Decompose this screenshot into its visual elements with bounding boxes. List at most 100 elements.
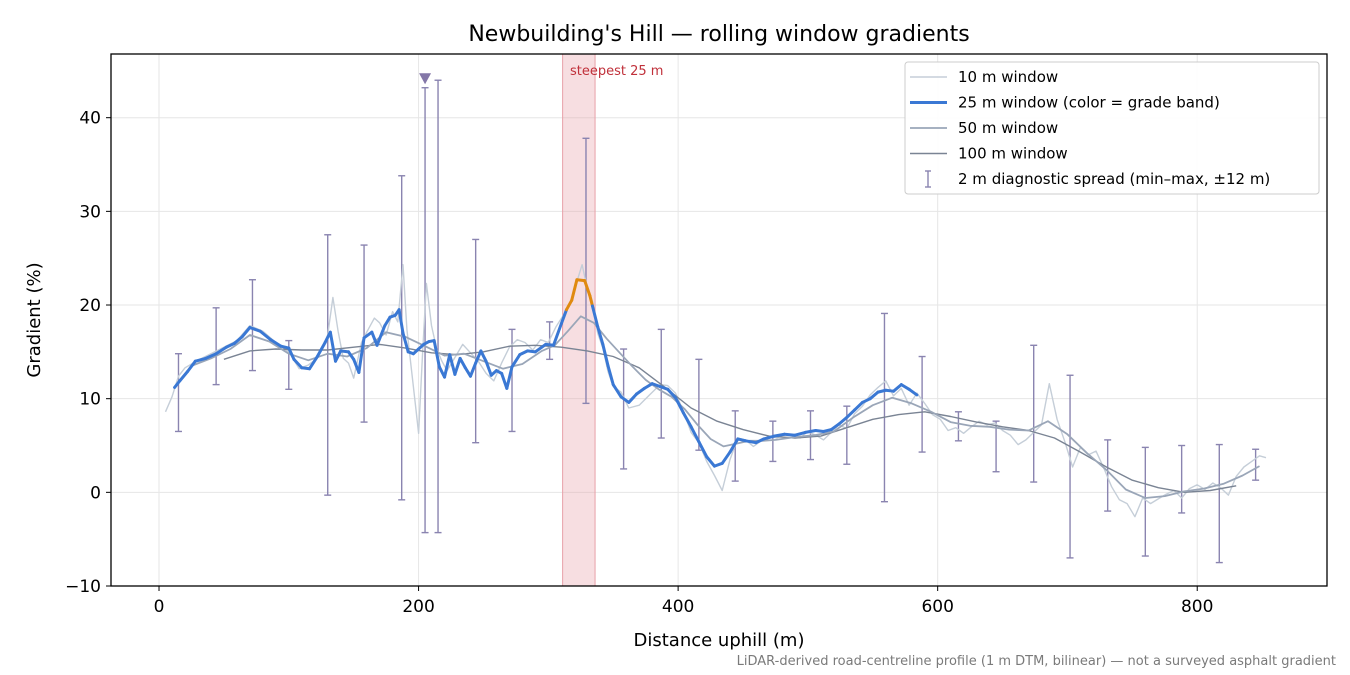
series-25m-segment — [474, 349, 483, 365]
series-25m-segment — [728, 437, 740, 454]
series-25m-segment — [204, 352, 218, 360]
error-bar — [954, 411, 962, 442]
series-25m-segment — [401, 331, 410, 354]
series-lines-group — [164, 264, 1267, 518]
series-25m-segment — [193, 356, 208, 363]
series-25m-segment — [346, 350, 356, 361]
series-25m-segment — [559, 308, 569, 326]
series-25m-segment — [328, 330, 338, 363]
series-25m-segment — [383, 315, 392, 328]
error-bar — [1252, 448, 1260, 481]
y-tick-label: 10 — [79, 390, 101, 410]
series-25m-segment — [705, 455, 716, 468]
series-25m-segment — [448, 353, 457, 376]
series-25m-segment — [606, 364, 615, 387]
error-bar — [1030, 344, 1038, 483]
error-bar — [324, 234, 332, 496]
series-25m-segment — [248, 325, 262, 333]
series-25m-segment — [853, 400, 864, 412]
series-25m-segment — [565, 298, 574, 312]
y-tick-label: 20 — [79, 296, 101, 316]
series-25m-segment — [505, 365, 514, 390]
axis-ticks: 0 200 400 600 800 −10 0 10 20 30 40 — [65, 109, 1213, 617]
series-25m-segment — [432, 339, 441, 369]
series-25m-segment — [611, 383, 623, 399]
series-25m-segment — [803, 429, 818, 434]
legend-label: 2 m diagnostic spread (min–max, ±12 m) — [958, 170, 1270, 188]
series-25m-segment — [375, 324, 387, 347]
series-25m-segment — [315, 340, 327, 359]
series-25m-segment — [642, 382, 654, 390]
series-25m-segment — [588, 294, 594, 308]
series-25m-segment — [681, 411, 693, 429]
series-25m-segment — [308, 355, 319, 371]
series-25m-segment — [357, 336, 366, 374]
series-25m-segment — [232, 335, 244, 345]
error-bar — [1141, 446, 1149, 557]
series-25m-segment — [793, 430, 807, 437]
series-25m-segment — [186, 359, 197, 374]
series-25m-segment — [601, 342, 610, 368]
y-tick-label: −10 — [65, 577, 101, 597]
series-25m-segment — [720, 450, 732, 465]
series-25m-segment — [240, 325, 252, 339]
series-25m-segment — [510, 353, 522, 369]
legend-label: 50 m window — [958, 119, 1058, 137]
series-25m-segment — [552, 322, 563, 347]
error-bar — [880, 312, 888, 503]
x-tick-label: 600 — [921, 597, 953, 617]
error-bar — [1104, 439, 1112, 512]
series-25m-segment — [772, 432, 787, 438]
series-25m-segment — [583, 279, 592, 298]
y-tick-label: 30 — [79, 202, 101, 222]
series-25m-segment — [362, 330, 374, 340]
series-25m-segment — [666, 387, 678, 400]
x-tick-label: 400 — [662, 597, 694, 617]
series-25m-segment — [627, 392, 639, 404]
series-25m-segment — [783, 432, 797, 437]
series-25m-segment — [458, 356, 467, 370]
error-bar — [434, 79, 442, 534]
series-25m-segment — [590, 304, 600, 329]
series-25m-segment — [619, 395, 631, 404]
error-bars-group — [174, 79, 1260, 564]
error-bar — [398, 175, 406, 501]
series-25m-segment — [635, 386, 646, 396]
series-25m-segment — [479, 349, 488, 363]
series-25m-segment — [899, 383, 911, 391]
error-bar — [174, 353, 182, 433]
series-25m-segment — [829, 422, 841, 432]
steepest-band-label: steepest 25 m — [570, 64, 663, 79]
series-25m-segment — [837, 415, 849, 426]
error-bar — [360, 244, 368, 423]
series-25m-segment — [762, 434, 776, 441]
y-tick-label: 0 — [90, 483, 101, 503]
error-bar — [472, 238, 480, 444]
series-25m-segment — [269, 338, 283, 348]
series-25m-segment — [596, 325, 605, 346]
x-tick-label: 0 — [154, 597, 165, 617]
chart-title: Newbuilding's Hill — rolling window grad… — [468, 22, 969, 47]
x-tick-label: 200 — [402, 597, 434, 617]
legend-label: 100 m window — [958, 145, 1068, 163]
error-bar — [1215, 443, 1223, 564]
series-25m-segment — [868, 390, 880, 401]
series-25m-segment — [443, 353, 452, 379]
series-25m-segment — [334, 349, 343, 363]
series-25m-segment — [370, 330, 379, 347]
error-bar — [992, 420, 1000, 473]
error-bar — [695, 358, 703, 451]
error-bar — [620, 348, 628, 470]
series-25m-segment — [453, 356, 462, 376]
x-tick-label: 800 — [1181, 597, 1213, 617]
series-25m-segment — [178, 370, 190, 383]
series-100m-line — [223, 343, 1237, 493]
series-25m-segment — [468, 361, 478, 378]
error-bar — [1066, 374, 1074, 559]
series-25m-segment — [292, 357, 304, 370]
x-axis-label: Distance uphill (m) — [634, 630, 805, 651]
series-25m-segment — [214, 345, 229, 356]
series-25m-segment — [907, 387, 919, 397]
series-25m-segment — [397, 308, 405, 335]
markers-group — [419, 73, 432, 85]
